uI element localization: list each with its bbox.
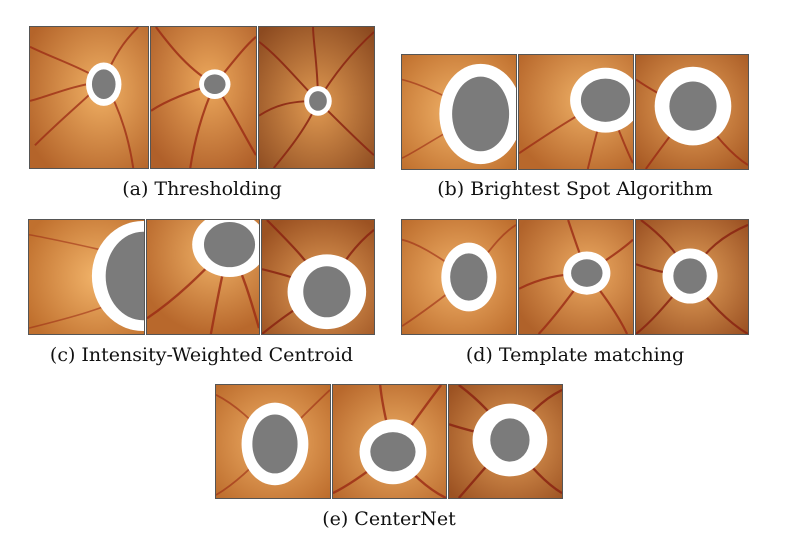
fundus-image bbox=[635, 54, 749, 170]
panel-caption-e: (e) CenterNet bbox=[322, 508, 456, 530]
fundus-image bbox=[28, 219, 145, 335]
fundus-image bbox=[29, 26, 149, 169]
fundus-image bbox=[518, 54, 634, 170]
panel-caption-b: (b) Brightest Spot Algorithm bbox=[437, 178, 713, 200]
fundus-image bbox=[635, 219, 749, 335]
fundus-image bbox=[261, 219, 375, 335]
fundus-image bbox=[215, 384, 331, 499]
fundus-image bbox=[150, 26, 257, 169]
fundus-image bbox=[258, 26, 375, 169]
fundus-image bbox=[518, 219, 634, 335]
panel-caption-a: (a) Thresholding bbox=[122, 178, 282, 200]
panel-caption-d: (d) Template matching bbox=[465, 344, 685, 366]
fundus-image bbox=[401, 54, 517, 170]
panel-caption-c: (c) Intensity-Weighted Centroid bbox=[49, 344, 354, 366]
fundus-image bbox=[401, 219, 517, 335]
fundus-image bbox=[146, 219, 260, 335]
fundus-image bbox=[448, 384, 563, 499]
fundus-image bbox=[332, 384, 447, 499]
